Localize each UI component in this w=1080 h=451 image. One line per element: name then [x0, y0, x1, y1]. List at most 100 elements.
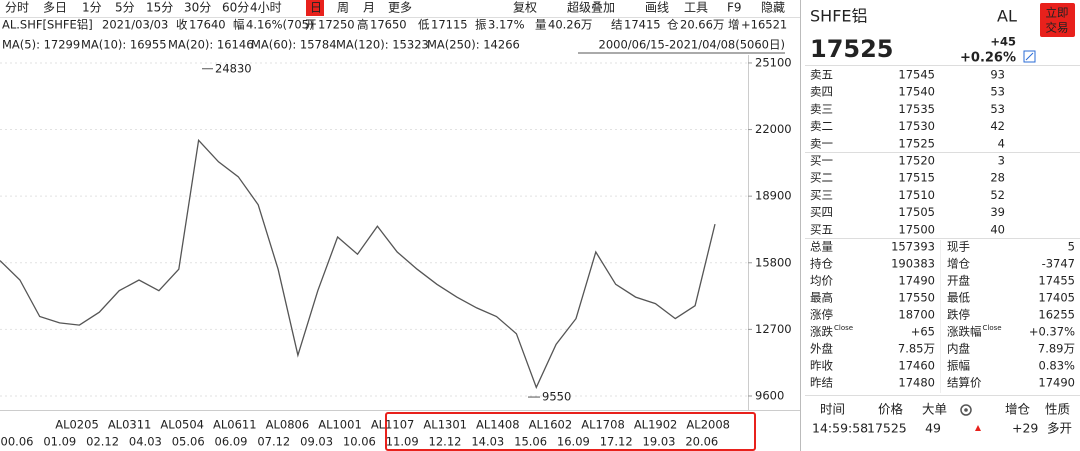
ma-legend: MA(5): 17299 — [2, 38, 80, 52]
last-price: 17525 — [810, 35, 894, 63]
book-volume: 53 — [990, 85, 1005, 99]
y-tick-label: 12700 — [755, 322, 792, 336]
book-label: 卖二 — [810, 119, 833, 133]
edit-icon-pen — [1025, 52, 1034, 61]
gear-hub — [964, 408, 968, 412]
book-price: 17530 — [898, 119, 935, 133]
instrument-name: SHFE铝 — [810, 7, 868, 26]
quote-value: 3.17% — [488, 18, 525, 32]
highlight-box — [385, 412, 756, 451]
trade-button-text[interactable]: 立即 — [1046, 6, 1069, 20]
stat-label: 昨结 — [810, 376, 833, 390]
trade-cell: 14:59:58 — [812, 421, 868, 436]
period-tab[interactable]: 月 — [363, 1, 375, 15]
stat-value: 17490 — [898, 274, 935, 288]
stat-value: +65 — [911, 325, 935, 339]
quote-value: 17415 — [624, 18, 661, 32]
stat-label: 增仓 — [947, 257, 970, 271]
contract-label: AL1107 — [371, 418, 415, 432]
instrument-code: AL — [997, 7, 1017, 26]
ma-legend: MA(10): 16955 — [81, 38, 167, 52]
quote-value: 4.16%(705) — [246, 18, 313, 32]
trade-cell: 49 — [925, 421, 941, 436]
y-tick-label: 9600 — [755, 388, 784, 402]
x-tick-label: 10.06 — [343, 435, 376, 449]
trade-header: 价格 — [878, 402, 904, 417]
stat-value: -3747 — [1042, 257, 1075, 271]
contract-label: AL0611 — [213, 418, 257, 432]
tool-button[interactable]: 隐藏 — [761, 1, 785, 15]
quote-label: 振 — [475, 18, 487, 32]
stat-label: 持仓 — [810, 257, 833, 271]
book-volume: 40 — [990, 222, 1005, 236]
period-tab[interactable]: 分时 — [5, 1, 29, 15]
stat-value: 5 — [1068, 240, 1075, 254]
tool-button[interactable]: 工具 — [684, 1, 708, 15]
stat-label-sup: Close — [834, 324, 853, 332]
quote-value: 17115 — [431, 18, 468, 32]
ma-legend: MA(20): 16146 — [168, 38, 254, 52]
trade-button-text[interactable]: 交易 — [1046, 21, 1069, 35]
period-tab[interactable]: 4小时 — [250, 1, 282, 15]
period-tab[interactable]: 5分 — [115, 1, 135, 15]
gear — [960, 404, 972, 416]
period-tab[interactable]: 15分 — [146, 1, 173, 15]
x-tick-label: 14.03 — [471, 435, 504, 449]
x-tick-label: 09.03 — [300, 435, 333, 449]
stat-label: 涨停 — [810, 308, 833, 322]
tool-button[interactable]: 复权 — [513, 1, 537, 15]
stat-value: 16255 — [1038, 308, 1075, 322]
book-price: 17500 — [898, 222, 935, 236]
trade-button[interactable] — [1040, 3, 1075, 37]
stat-label: 振幅 — [947, 359, 970, 373]
contract-label: AL0311 — [108, 418, 152, 432]
contract-label: AL1602 — [529, 418, 573, 432]
stat-value: 17455 — [1038, 274, 1075, 288]
quote-label: 结 — [611, 18, 623, 32]
trade-header: 增仓 — [1005, 402, 1031, 417]
book-price: 17540 — [898, 85, 935, 99]
x-tick-label: 00.06 — [1, 435, 34, 449]
period-tab[interactable]: 更多 — [388, 1, 412, 15]
quote-label: 开 — [305, 18, 317, 32]
period-tab[interactable]: 1分 — [82, 1, 102, 15]
stat-value: 190383 — [891, 257, 935, 271]
period-tab[interactable]: 多日 — [43, 1, 67, 15]
x-tick-label: 07.12 — [257, 435, 290, 449]
period-tab[interactable]: 日 — [310, 1, 322, 15]
period-tab[interactable]: 60分 — [222, 1, 249, 15]
x-tick-label: 04.03 — [129, 435, 162, 449]
book-price: 17525 — [898, 136, 935, 150]
period-tab[interactable]: 周 — [337, 1, 349, 15]
x-tick-label: 12.12 — [429, 435, 462, 449]
book-label: 卖五 — [810, 68, 833, 82]
book-volume: 28 — [990, 171, 1005, 185]
tool-button[interactable]: 画线 — [645, 1, 669, 15]
trade-header: 性质 — [1045, 402, 1070, 417]
stat-label: 昨收 — [810, 359, 833, 373]
stat-label: 结算价 — [947, 376, 982, 390]
stat-label: 开盘 — [947, 274, 970, 288]
contract-label: AL1001 — [318, 418, 362, 432]
quote-value: 20.66万 — [680, 18, 724, 32]
contract-label: AL0806 — [266, 418, 310, 432]
book-price: 17535 — [898, 102, 935, 116]
price-change-pct: +0.26% — [960, 51, 1016, 66]
quote-label: 量 — [535, 18, 547, 32]
book-price: 17510 — [898, 188, 935, 202]
period-tab[interactable]: 30分 — [184, 1, 211, 15]
stat-label-sup: Close — [983, 324, 1002, 332]
x-tick-label: 20.06 — [685, 435, 718, 449]
book-label: 买四 — [810, 205, 833, 219]
tool-button[interactable]: 超级叠加 — [567, 0, 615, 15]
contract-label: AL1902 — [634, 418, 678, 432]
stat-value: 7.89万 — [1038, 342, 1075, 356]
tool-button[interactable]: F9 — [727, 1, 742, 15]
edit-icon[interactable] — [1023, 50, 1036, 63]
quote-value: 17250 — [318, 18, 355, 32]
book-label: 卖四 — [810, 85, 833, 99]
settings-icon[interactable] — [960, 404, 972, 416]
y-tick-label: 18900 — [755, 189, 792, 203]
quote-label: 增 — [728, 18, 740, 32]
quote-label: 低 — [418, 18, 430, 32]
